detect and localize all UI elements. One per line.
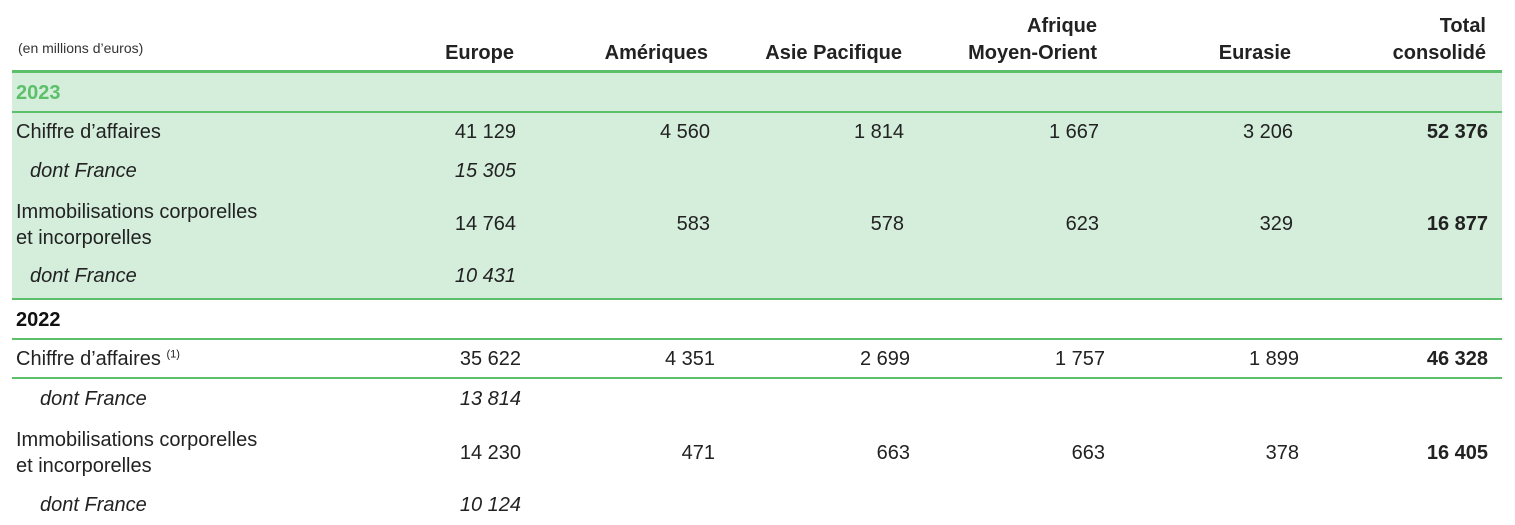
cell-europe: 10 431 xyxy=(454,265,516,287)
cell-asie-pacifique: 663 xyxy=(876,442,910,464)
row-label: dont France xyxy=(30,265,137,287)
col-header-consolide: consolidé xyxy=(1392,42,1486,64)
cell-ameriques: 583 xyxy=(676,213,710,235)
col-header-afrique: Afrique xyxy=(1027,15,1097,37)
cell-afrique-moyen-orient: 1 757 xyxy=(1054,348,1105,370)
footnote-marker: (1) xyxy=(166,348,180,361)
cell-eurasie: 329 xyxy=(1259,213,1293,235)
cell-total: 16 877 xyxy=(1426,213,1488,235)
cell-ameriques: 4 351 xyxy=(664,348,715,370)
col-header-total: Total xyxy=(1439,15,1486,37)
cell-europe: 41 129 xyxy=(454,121,516,143)
row-label-line1: Immobilisations corporelles xyxy=(16,429,258,451)
row-label-line1: Immobilisations corporelles xyxy=(16,201,258,223)
cell-total: 52 376 xyxy=(1426,121,1488,143)
cell-ameriques: 471 xyxy=(681,442,715,464)
cell-afrique-moyen-orient: 623 xyxy=(1065,213,1099,235)
row-label-line2: et incorporelles xyxy=(16,455,152,477)
section-2022-rule xyxy=(12,338,1502,340)
cell-total: 16 405 xyxy=(1426,442,1488,464)
section-2022-row-rule xyxy=(12,377,1502,379)
row-label: dont France xyxy=(40,388,147,410)
section-year-2022: 2022 xyxy=(16,309,61,331)
units-note: (en millions d’euros) xyxy=(18,40,144,56)
col-header-asie-pacifique: Asie Pacifique xyxy=(765,42,902,64)
cell-europe: 10 124 xyxy=(459,494,521,516)
cell-ameriques: 4 560 xyxy=(659,121,710,143)
col-header-moyen-orient: Moyen-Orient xyxy=(968,42,1097,64)
cell-europe: 35 622 xyxy=(459,348,521,370)
cell-total: 46 328 xyxy=(1426,348,1488,370)
section-2023-background xyxy=(12,72,1502,299)
cell-europe: 14 764 xyxy=(454,213,516,235)
row-label: Chiffre d’affaires (1) xyxy=(16,346,180,372)
cell-asie-pacifique: 578 xyxy=(870,213,904,235)
row-label: dont France xyxy=(40,494,147,516)
section-year-2023: 2023 xyxy=(16,82,61,104)
cell-europe: 13 814 xyxy=(459,388,521,410)
header-rule xyxy=(12,70,1502,73)
cell-afrique-moyen-orient: 1 667 xyxy=(1048,121,1099,143)
col-header-europe: Europe xyxy=(445,42,514,64)
cell-eurasie: 1 899 xyxy=(1248,348,1299,370)
cell-afrique-moyen-orient: 663 xyxy=(1071,442,1105,464)
row-label-line2: et incorporelles xyxy=(16,227,152,249)
cell-asie-pacifique: 2 699 xyxy=(859,348,910,370)
section-2023-rule xyxy=(12,111,1502,113)
cell-eurasie: 3 206 xyxy=(1242,121,1293,143)
cell-europe: 14 230 xyxy=(459,442,521,464)
col-header-ameriques: Amériques xyxy=(604,42,708,64)
section-2023-bottom-rule xyxy=(12,298,1502,300)
cell-asie-pacifique: 1 814 xyxy=(853,121,904,143)
col-header-eurasie: Eurasie xyxy=(1218,42,1291,64)
cell-europe: 15 305 xyxy=(454,160,516,182)
cell-eurasie: 378 xyxy=(1265,442,1299,464)
row-label: dont France xyxy=(30,160,137,182)
row-label-text: Chiffre d’affaires xyxy=(16,348,161,370)
row-label: Chiffre d’affaires xyxy=(16,121,161,143)
